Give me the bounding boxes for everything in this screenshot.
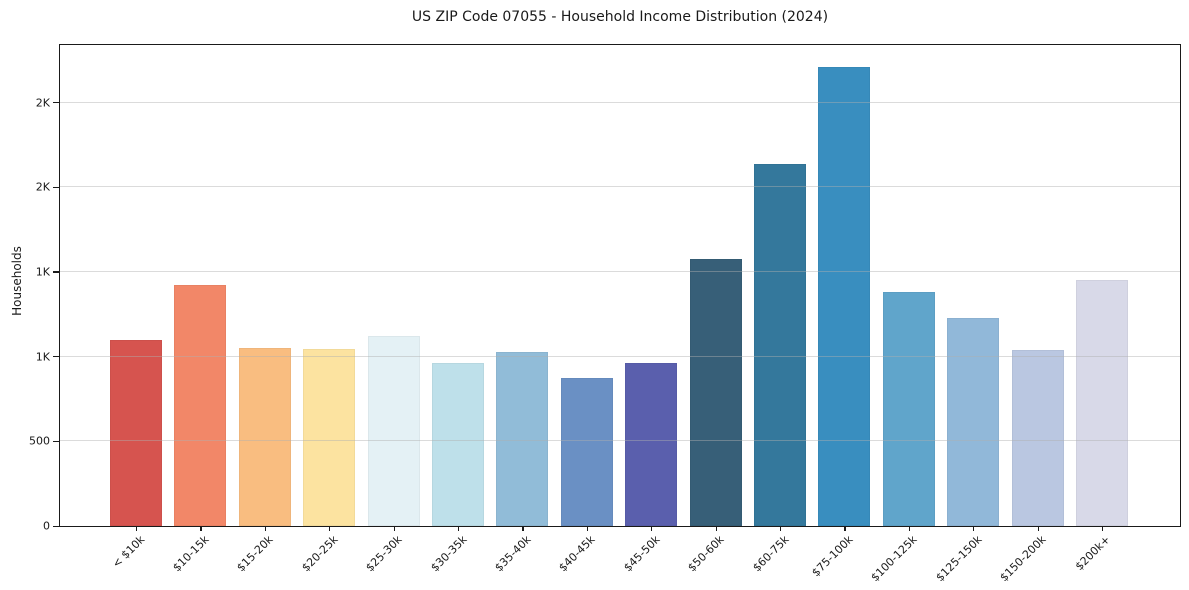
x-tick-mark [393,526,395,531]
x-tick-mark [264,526,267,531]
y-tick-mark [53,525,59,527]
x-tick-label: $200k+ [1073,533,1114,574]
bar-7 [560,377,613,526]
x-tick-label: $45-50k [621,533,663,575]
y-tick-mark [53,271,59,273]
y-tick-label: 2K [35,180,50,194]
y-tick-label: 1K [35,350,50,364]
x-tick-mark [458,526,460,531]
x-tick-mark [908,526,911,531]
x-tick-label: $100-125k [868,533,921,585]
x-tick-label: $35-40k [492,533,534,575]
y-tick-label: 500 [29,434,50,448]
x-tick-label: $30-35k [427,533,470,575]
bar-8 [625,362,678,526]
x-tick-mark [715,526,717,531]
x-tick-mark [329,526,331,531]
x-tick-label: $40-45k [556,533,599,575]
x-tick-mark [136,526,138,531]
chart-title: US ZIP Code 07055 - Household Income Dis… [411,9,829,25]
y-tick-mark [53,186,59,189]
x-tick-label: $10-15k [170,533,212,575]
bar-11 [818,67,871,526]
x-tick-label: $150-200k [997,533,1049,585]
x-tick-label: $60-75k [749,533,792,575]
y-tick-mark [53,356,59,358]
bar-9 [689,259,742,526]
x-tick-mark [973,526,975,531]
bar-5 [432,362,484,526]
x-tick-label: < $10k [109,533,148,571]
x-tick-mark [1102,526,1104,531]
bar-12 [882,292,935,526]
bar-0 [110,339,162,526]
bars-layer [60,45,1180,526]
x-tick-label: $25-30k [363,533,405,575]
bar-6 [496,352,549,526]
bar-3 [303,349,356,526]
bar-10 [754,163,806,526]
x-tick-label: $75-100k [809,533,856,580]
y-tick-label: 1K [35,265,50,279]
bar-1 [174,284,227,526]
plot-area [60,45,1180,526]
bar-14 [1011,349,1064,526]
x-tick-label: $125-150k [933,533,985,585]
x-tick-label: $50-60k [685,533,727,575]
y-axis-title: Households [10,246,24,316]
y-tick-mark [53,440,59,443]
x-tick-label: $15-20k [234,533,277,575]
y-tick-label: 2K [35,96,50,110]
x-tick-label: $20-25k [299,533,341,575]
bar-2 [238,348,291,526]
x-tick-mark [200,526,202,531]
x-tick-mark [1037,526,1039,531]
bar-4 [367,336,420,526]
x-tick-mark [651,526,653,531]
x-tick-mark [844,526,846,531]
x-tick-mark [780,526,782,531]
x-tick-mark [586,526,589,531]
x-tick-mark [522,526,524,531]
bar-13 [947,317,1000,526]
y-tick-mark [53,102,59,104]
y-tick-label: 0 [43,519,50,533]
bar-15 [1076,279,1128,526]
